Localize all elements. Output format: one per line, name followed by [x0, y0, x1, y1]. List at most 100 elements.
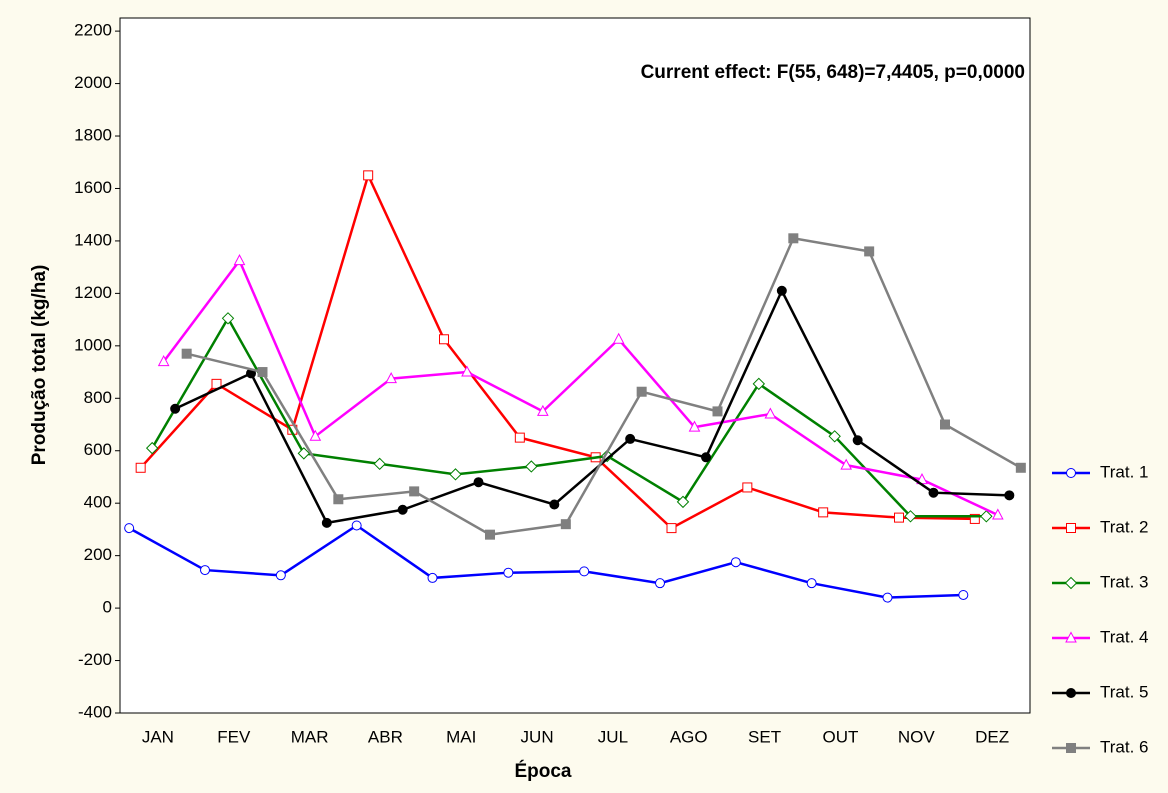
- y-tick-label: 1000: [74, 335, 112, 354]
- legend-marker: [1066, 743, 1076, 753]
- plot-area: [119, 17, 1031, 714]
- y-tick-label: 1200: [74, 283, 112, 302]
- legend-label: Trat. 5: [1100, 682, 1149, 701]
- data-point: [852, 435, 863, 446]
- legend-marker: [1066, 688, 1076, 698]
- data-point: [503, 567, 514, 578]
- data-point: [514, 432, 525, 443]
- data-point: [351, 520, 362, 531]
- series-line: [174, 287, 1010, 525]
- data-point: [385, 372, 397, 384]
- data-point: [655, 578, 665, 589]
- data-point: [409, 486, 420, 497]
- data-point: [145, 441, 159, 455]
- data-point: [461, 365, 473, 377]
- data-point: [980, 510, 993, 523]
- data-point: [221, 312, 235, 325]
- data-point: [788, 233, 799, 244]
- data-point: [940, 419, 950, 430]
- data-point: [840, 458, 852, 470]
- y-tick-label: -400: [78, 702, 112, 721]
- data-point: [969, 513, 980, 524]
- data-point: [666, 523, 677, 534]
- legend-label: Trat. 6: [1100, 737, 1149, 756]
- x-axis-label: Época: [514, 760, 571, 782]
- data-point: [275, 570, 286, 581]
- y-tick-label: 2000: [74, 73, 112, 92]
- y-tick-label: 1600: [74, 178, 112, 197]
- series-line: [139, 171, 975, 530]
- data-point: [549, 499, 560, 510]
- data-point: [828, 430, 841, 443]
- data-point: [688, 420, 701, 432]
- data-point: [701, 452, 711, 463]
- series-line: [151, 315, 987, 518]
- data-point: [992, 508, 1004, 520]
- data-point: [1015, 462, 1026, 473]
- legend-label: Trat. 2: [1100, 517, 1149, 536]
- data-point: [742, 482, 753, 493]
- y-tick-label: 400: [84, 493, 112, 512]
- data-point: [625, 433, 636, 444]
- data-point: [439, 334, 449, 345]
- data-point: [297, 447, 311, 460]
- data-point: [473, 477, 484, 488]
- x-tick-label: JAN: [142, 727, 174, 746]
- legend-marker: [1064, 576, 1078, 590]
- data-point: [764, 407, 777, 419]
- legend-label: Trat. 1: [1100, 462, 1149, 481]
- x-tick-label: SET: [748, 727, 781, 746]
- data-point: [1004, 490, 1015, 501]
- data-point: [525, 460, 538, 473]
- data-point: [124, 523, 135, 534]
- series-line: [128, 523, 964, 599]
- data-point: [882, 592, 893, 603]
- data-point: [170, 403, 181, 414]
- x-tick-label: AGO: [670, 727, 708, 746]
- data-point: [894, 512, 904, 523]
- data-point: [181, 348, 192, 359]
- legend-marker: [1066, 523, 1076, 533]
- data-point: [135, 462, 146, 473]
- x-tick-label: NOV: [898, 727, 936, 746]
- data-point: [233, 254, 246, 266]
- y-axis-label: Produção total (kg/ha): [29, 265, 50, 466]
- data-point: [730, 557, 741, 568]
- y-tick-label: 800: [84, 388, 112, 407]
- data-point: [257, 367, 268, 378]
- legend-label: Trat. 4: [1100, 627, 1149, 646]
- data-point: [560, 519, 571, 530]
- y-tick-label: 600: [84, 440, 112, 459]
- data-point: [612, 332, 625, 344]
- y-tick-label: -200: [78, 650, 112, 669]
- series-line: [162, 258, 999, 517]
- data-point: [712, 406, 723, 417]
- data-point: [864, 246, 875, 257]
- legend-label: Trat. 3: [1100, 572, 1149, 591]
- data-point: [579, 566, 590, 577]
- data-point: [373, 457, 386, 471]
- x-tick-label: ABR: [368, 727, 403, 746]
- y-tick-label: 0: [103, 598, 112, 617]
- data-point: [333, 494, 344, 505]
- annotation: Current effect: F(55, 648)=7,4405, p=0,0…: [641, 62, 1025, 83]
- data-point: [904, 510, 917, 523]
- data-point: [200, 565, 210, 576]
- x-tick-label: MAI: [446, 727, 476, 746]
- data-point: [752, 377, 766, 391]
- data-point: [537, 404, 549, 416]
- data-point: [958, 589, 969, 600]
- data-point: [806, 578, 817, 589]
- x-tick-label: DEZ: [975, 727, 1009, 746]
- x-tick-label: JUN: [521, 727, 554, 746]
- x-tick-label: MAR: [291, 727, 329, 746]
- data-point: [818, 507, 829, 518]
- y-tick-label: 2200: [74, 21, 112, 40]
- data-point: [776, 285, 787, 296]
- data-point: [636, 386, 647, 397]
- legend-marker: [1065, 631, 1077, 643]
- x-tick-label: JUL: [598, 727, 628, 746]
- y-tick-label: 1800: [74, 126, 112, 145]
- y-tick-label: 1400: [74, 230, 112, 249]
